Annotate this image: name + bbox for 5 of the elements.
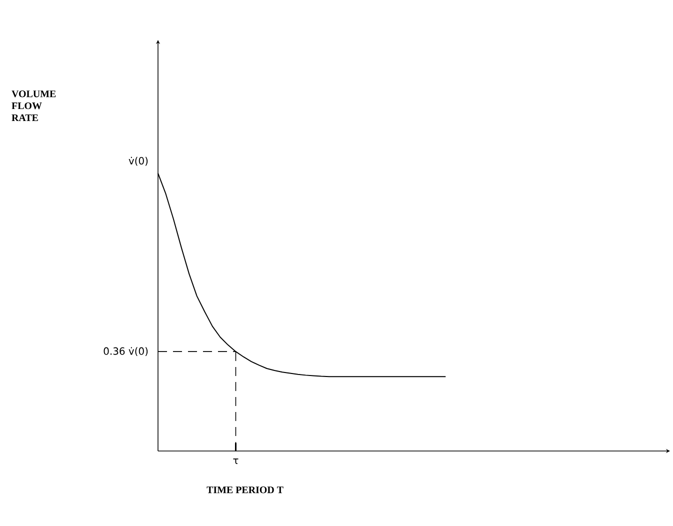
x-axis-title: TIME PERIOD T <box>206 486 284 494</box>
text: v̇(0) <box>128 156 148 166</box>
ref-line-label: 0.36 v̇(0) <box>104 347 148 356</box>
text: τ <box>233 458 238 464</box>
text: VOLUME FLOW RATE <box>12 90 56 122</box>
